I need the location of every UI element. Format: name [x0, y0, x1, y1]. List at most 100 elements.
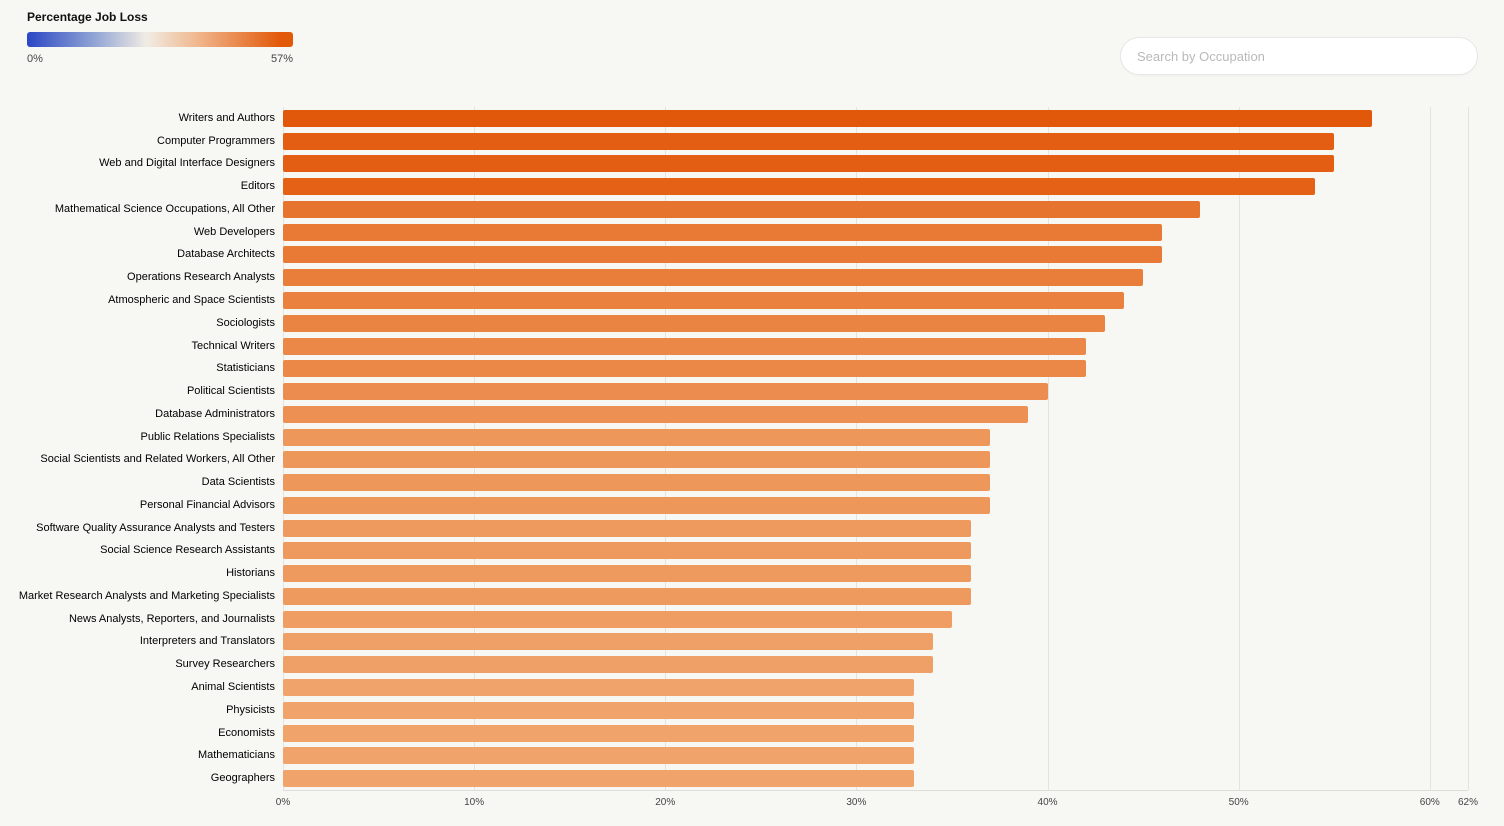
- chart-row: Survey Researchers: [0, 653, 1504, 676]
- bar[interactable]: [283, 724, 914, 742]
- bar[interactable]: [283, 565, 972, 583]
- bar[interactable]: [283, 223, 1163, 241]
- bar-track: [283, 656, 1468, 674]
- gridline: [283, 107, 284, 790]
- chart-row: Public Relations Specialists: [0, 426, 1504, 449]
- bar-track: [283, 724, 1468, 742]
- bar[interactable]: [283, 496, 991, 514]
- bar-label: Technical Writers: [191, 339, 275, 352]
- bar[interactable]: [283, 337, 1086, 355]
- bar[interactable]: [283, 770, 914, 788]
- bar[interactable]: [283, 701, 914, 719]
- bar[interactable]: [283, 246, 1163, 264]
- bar[interactable]: [283, 109, 1373, 127]
- bar-track: [283, 428, 1468, 446]
- bar-label: Survey Researchers: [175, 658, 275, 671]
- bar[interactable]: [283, 451, 991, 469]
- chart-row: Operations Research Analysts: [0, 266, 1504, 289]
- chart-row: Sociologists: [0, 312, 1504, 335]
- bar-label: Software Quality Assurance Analysts and …: [36, 521, 275, 534]
- legend-min-label: 0%: [27, 53, 43, 65]
- search-container: [1120, 37, 1478, 75]
- bar-label: Writers and Authors: [178, 111, 275, 124]
- chart-row: Physicists: [0, 699, 1504, 722]
- x-tick-label: 60%: [1419, 796, 1440, 808]
- bar[interactable]: [283, 587, 972, 605]
- bar-track: [283, 679, 1468, 697]
- bar-label: Atmospheric and Space Scientists: [108, 294, 275, 306]
- x-tick-label: 62%: [1457, 796, 1479, 808]
- bar-label: Web and Digital Interface Designers: [99, 157, 275, 170]
- bar-label: Social Science Research Assistants: [100, 544, 275, 557]
- chart-row: News Analysts, Reporters, and Journalist…: [0, 608, 1504, 631]
- bar-track: [283, 633, 1468, 651]
- bar-track: [283, 496, 1468, 514]
- gridline: [856, 107, 858, 790]
- chart-row: Database Architects: [0, 244, 1504, 267]
- legend-title: Percentage Job Loss: [27, 10, 148, 24]
- bar-track: [283, 155, 1468, 173]
- bar-track: [283, 200, 1468, 218]
- bar[interactable]: [283, 656, 933, 674]
- bar-label: Interpreters and Translators: [139, 635, 275, 648]
- bar-label: Historians: [226, 567, 275, 580]
- bar-label: Mathematicians: [197, 749, 275, 762]
- chart-row: Data Scientists: [0, 471, 1504, 494]
- chart-row: Computer Programmers: [0, 130, 1504, 153]
- bar-track: [283, 701, 1468, 719]
- bar-track: [283, 360, 1468, 378]
- chart-row: Market Research Analysts and Marketing S…: [0, 585, 1504, 608]
- gridlines-layer: [283, 107, 1469, 791]
- bar-label: Personal Financial Advisors: [139, 498, 275, 511]
- bar-track: [283, 292, 1468, 309]
- bar[interactable]: [283, 269, 1144, 287]
- legend-labels: 0% 57%: [27, 53, 293, 65]
- bar[interactable]: [283, 200, 1201, 218]
- bar[interactable]: [283, 292, 1124, 309]
- bar[interactable]: [283, 428, 991, 446]
- bar-track: [283, 474, 1468, 492]
- bar[interactable]: [283, 383, 1048, 401]
- chart-row: Political Scientists: [0, 380, 1504, 403]
- chart-row: Mathematicians: [0, 744, 1504, 767]
- chart-row: Web Developers: [0, 221, 1504, 244]
- search-input[interactable]: [1120, 37, 1478, 75]
- bar[interactable]: [283, 519, 972, 537]
- bar[interactable]: [283, 610, 952, 628]
- bar-track: [283, 383, 1468, 401]
- bar-label: Database Architects: [177, 248, 275, 261]
- chart-row: Atmospheric and Space Scientists: [0, 289, 1504, 312]
- bar-track: [283, 405, 1468, 423]
- bar[interactable]: [283, 542, 972, 560]
- bar[interactable]: [283, 747, 914, 765]
- bar-label: Public Relations Specialists: [140, 430, 275, 443]
- chart-row: Animal Scientists: [0, 676, 1504, 699]
- bar[interactable]: [283, 314, 1105, 332]
- bar-track: [283, 314, 1468, 332]
- gridline: [474, 107, 476, 790]
- bars-container: Writers and Authors Computer Programmers W…: [0, 107, 1504, 790]
- bar-track: [283, 109, 1468, 127]
- bar[interactable]: [283, 178, 1316, 196]
- bar[interactable]: [283, 679, 914, 697]
- bar-label: Animal Scientists: [191, 681, 275, 694]
- bar[interactable]: [283, 405, 1029, 423]
- x-tick-label: 40%: [1037, 796, 1058, 808]
- bar[interactable]: [283, 474, 991, 492]
- chart-row: Writers and Authors: [0, 107, 1504, 130]
- bar[interactable]: [283, 360, 1086, 378]
- top-bar: Percentage Job Loss 0% 57%: [0, 0, 1504, 92]
- x-tick-label: 0%: [275, 796, 291, 808]
- x-tick-label: 30%: [846, 796, 867, 808]
- bar-label: Geographers: [210, 772, 275, 785]
- bar-label: Sociologists: [216, 316, 275, 329]
- chart-row: Editors: [0, 175, 1504, 198]
- chart-row: Geographers: [0, 767, 1504, 790]
- bar-label: Database Administrators: [155, 407, 275, 420]
- bar-label: Editors: [240, 180, 275, 193]
- bar[interactable]: [283, 155, 1335, 173]
- bar[interactable]: [283, 132, 1335, 150]
- bar-label: Web Developers: [193, 225, 275, 238]
- bar[interactable]: [283, 633, 933, 651]
- bar-track: [283, 565, 1468, 583]
